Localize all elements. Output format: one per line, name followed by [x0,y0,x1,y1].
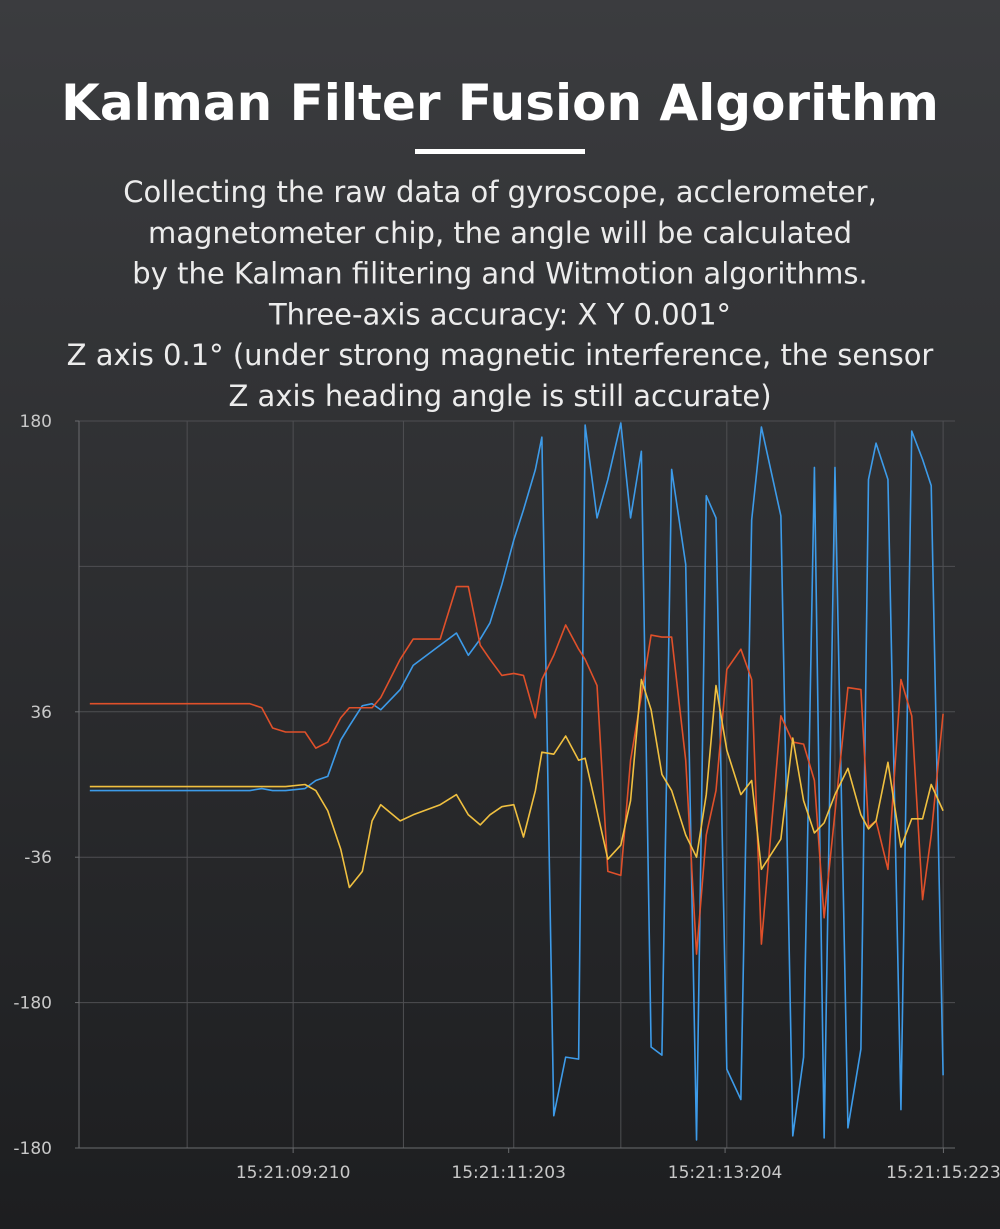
y-tick-label: -180 [13,994,52,1014]
subtitle-line: Z axis heading angle is still accurate) [228,379,771,413]
y-tick-label: 180 [20,412,52,432]
subtitle-line: Collecting the raw data of gyroscope, ac… [123,175,877,209]
x-tick-label: 15:21:11:203 [451,1163,566,1183]
subtitle-line: Three-axis accuracy: X Y 0.001° [268,297,731,331]
y-tick-label: -36 [24,848,52,868]
subtitle: Collecting the raw data of gyroscope, ac… [67,175,934,413]
data-line [89,422,944,1141]
plot-area: 180 36 -36 -180 -180 15:21:09:210 15:21:11:203… [13,412,1000,1183]
title-underline [415,149,585,154]
subtitle-line: Z axis 0.1° (under strong magnetic inter… [67,338,934,372]
data-line [89,585,944,955]
x-tick-label: 15:21:13:204 [668,1163,783,1183]
data-line [89,678,944,889]
y-tick-label: -180 [13,1139,52,1159]
subtitle-line: magnetometer chip, the angle will be cal… [148,216,852,250]
chart-title: Kalman Filter Fusion Algorithm [61,74,939,132]
subtitle-line: by the Kalman filitering and Witmotion a… [132,257,867,291]
x-tick-label: 15:21:09:210 [236,1163,351,1183]
x-tick-label: 15:21:15:223 [886,1163,1000,1183]
y-tick-label: 36 [30,703,52,723]
